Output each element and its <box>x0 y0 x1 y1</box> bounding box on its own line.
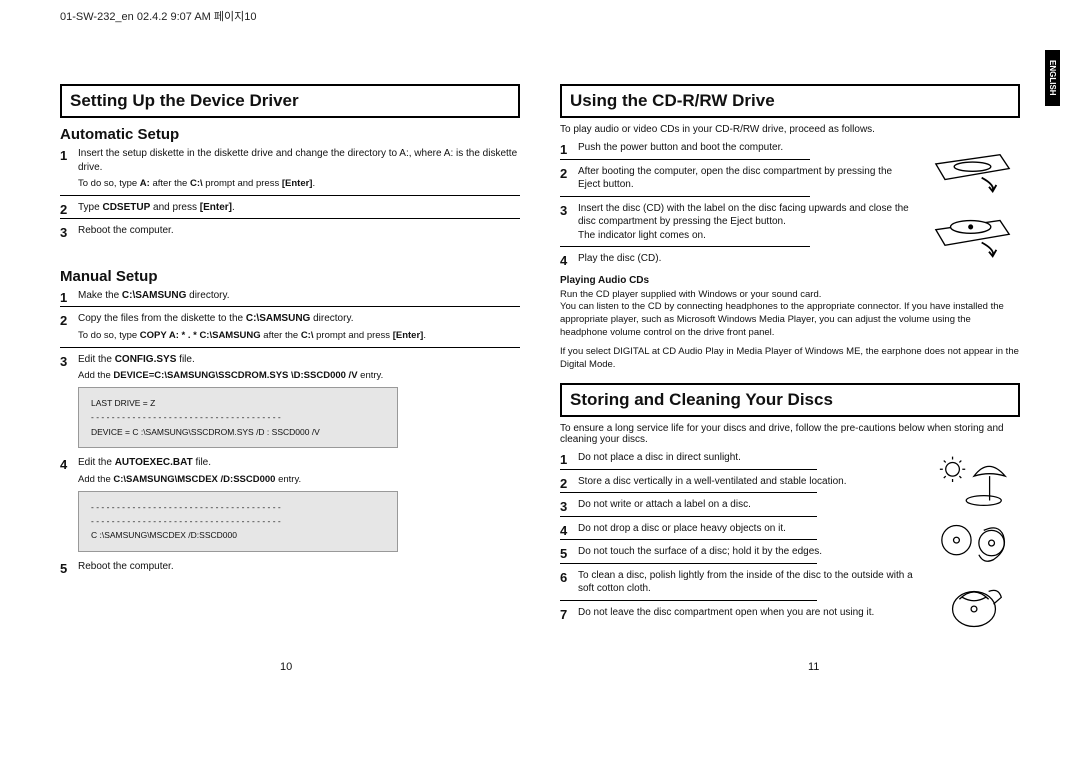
autoexec-box: - - - - - - - - - - - - - - - - - - - - … <box>78 491 398 552</box>
page-number: 10 <box>280 661 292 673</box>
divider <box>60 306 520 307</box>
crop-mark-text: 01-SW-232_en 02.4.2 9:07 AM 페이지10 <box>60 8 1040 24</box>
use-step-4: 4Play the disc (CD). <box>560 252 917 266</box>
drive-eject-icon <box>925 141 1020 196</box>
manual-step-3: 3 Edit the CONFIG.SYS file. Add the DEVI… <box>60 353 520 383</box>
page-right: Using the CD-R/RW Drive To play audio or… <box>560 84 1020 643</box>
use-step-3: 3Insert the disc (CD) with the label on … <box>560 202 917 243</box>
hold-disc-icon <box>935 515 1013 575</box>
divider <box>60 218 520 219</box>
store-step-1: 1Do not place a disc in direct sunlight. <box>560 451 927 465</box>
intro-text: To play audio or video CDs in your CD-R/… <box>560 124 1020 135</box>
page-left: Setting Up the Device Driver Automatic S… <box>60 84 520 643</box>
manual-step-1: 1 Make the C:\SAMSUNG directory. <box>60 289 520 303</box>
auto-step-3: 3 Reboot the computer. <box>60 224 520 238</box>
section-box-storing: Storing and Cleaning Your Discs <box>560 383 1020 417</box>
step-text: Insert the setup diskette in the diskett… <box>78 148 517 173</box>
divider <box>60 195 520 196</box>
section-box-driver: Setting Up the Device Driver <box>60 84 520 118</box>
step-subtext: To do so, type A: after the C:\ prompt a… <box>78 178 520 191</box>
step-number: 2 <box>60 201 67 219</box>
section-title: Using the CD-R/RW Drive <box>570 91 1010 111</box>
store-step-6: 6To clean a disc, polish lightly from th… <box>560 569 927 596</box>
subheading-automatic: Automatic Setup <box>60 126 520 143</box>
config-sys-box: LAST DRIVE = Z - - - - - - - - - - - - -… <box>78 387 398 448</box>
divider <box>60 347 520 348</box>
subheading-manual: Manual Setup <box>60 268 520 285</box>
clean-disc-icon <box>935 579 1013 639</box>
auto-step-2: 2 Type CDSETUP and press [Enter]. <box>60 201 520 215</box>
section-box-using: Using the CD-R/RW Drive <box>560 84 1020 118</box>
store-step-2: 2Store a disc vertically in a well-venti… <box>560 475 927 489</box>
playing-note: If you select DIGITAL at CD Audio Play i… <box>560 346 1020 372</box>
step-number: 3 <box>60 224 67 242</box>
step-text: Reboot the computer. <box>78 225 174 236</box>
section-title: Storing and Cleaning Your Discs <box>570 390 1010 410</box>
manual-step-4: 4 Edit the AUTOEXEC.BAT file. Add the C:… <box>60 456 520 486</box>
store-step-3: 3Do not write or attach a label on a dis… <box>560 498 927 512</box>
playing-heading: Playing Audio CDs <box>560 275 1020 286</box>
manual-step-2: 2 Copy the files from the diskette to th… <box>60 312 520 342</box>
drive-insert-icon <box>925 204 1020 259</box>
store-step-7: 7Do not leave the disc compartment open … <box>560 606 927 620</box>
intro-text: To ensure a long service life for your d… <box>560 423 1020 445</box>
auto-steps-list: 1 Insert the setup diskette in the diske… <box>60 147 520 191</box>
page-number: 11 <box>808 661 819 673</box>
sun-umbrella-icon <box>935 451 1013 511</box>
manual-step-5: 5 Reboot the computer. <box>60 560 520 574</box>
store-step-5: 5Do not touch the surface of a disc; hol… <box>560 545 927 559</box>
step-number: 1 <box>60 147 67 165</box>
playing-paragraph: Run the CD player supplied with Windows … <box>560 289 1020 340</box>
use-step-1: 1Push the power button and boot the comp… <box>560 141 917 155</box>
use-step-2: 2After booting the computer, open the di… <box>560 165 917 192</box>
section-title: Setting Up the Device Driver <box>70 91 510 111</box>
auto-step-1: 1 Insert the setup diskette in the diske… <box>60 147 520 191</box>
store-step-4: 4Do not drop a disc or place heavy objec… <box>560 522 927 536</box>
language-tab: ENGLISH <box>1045 50 1060 106</box>
